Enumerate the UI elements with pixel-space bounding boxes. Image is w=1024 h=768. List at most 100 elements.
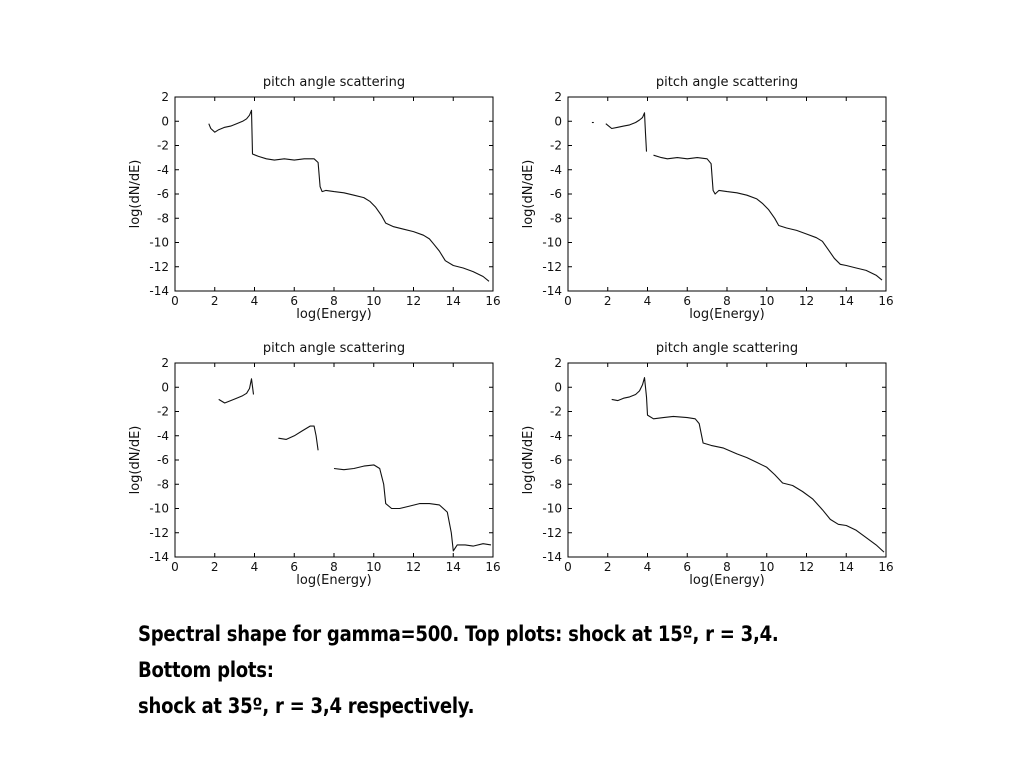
x-tick-label: 8 <box>723 294 731 308</box>
y-tick-label: -14 <box>542 284 562 298</box>
chart-panel-4: pitch angle scattering 0 2 4 6 8 10 12 14 16 2 0 -2 -… <box>521 341 894 588</box>
y-tick-label: -12 <box>542 526 562 540</box>
y-tick-label: -12 <box>149 526 169 540</box>
x-tick-label: 14 <box>446 560 461 574</box>
caption-line-1: Spectral shape for gamma=500. Top plots:… <box>138 622 779 682</box>
x-tick-label: 6 <box>683 560 691 574</box>
plot-frame <box>174 362 494 558</box>
x-tick-label: 14 <box>839 294 854 308</box>
y-axis-label: log(dN/dE) <box>128 160 143 229</box>
x-tick-label: 16 <box>485 560 500 574</box>
spectrum-line-3 <box>653 154 883 281</box>
x-tick-label: 12 <box>406 294 421 308</box>
chart-title: pitch angle scattering <box>656 75 798 90</box>
y-tick-label: -10 <box>149 236 169 250</box>
y-axis-label: log(dN/dE) <box>521 160 536 229</box>
chart-title: pitch angle scattering <box>263 75 405 90</box>
chart-panel-3: pitch angle scattering 0 2 4 6 8 10 12 14 16 2 0 -2 -… <box>128 341 501 588</box>
y-tick-label: -4 <box>550 163 562 177</box>
x-tick-label: 16 <box>485 294 500 308</box>
y-axis-label: log(dN/dE) <box>128 426 143 495</box>
y-tick-label: -14 <box>149 550 169 564</box>
x-tick-label: 16 <box>878 294 893 308</box>
x-tick-label: 2 <box>604 294 612 308</box>
y-tick-label: -6 <box>157 187 169 201</box>
x-tick-label: 10 <box>366 560 381 574</box>
y-tick-label: -8 <box>550 477 562 491</box>
y-tick-label: -8 <box>157 211 169 225</box>
spectrum-line-1 <box>611 377 885 553</box>
x-tick-label: 14 <box>446 294 461 308</box>
y-tick-label: -8 <box>157 477 169 491</box>
y-tick-label: -4 <box>550 429 562 443</box>
y-tick-label: -2 <box>550 139 562 153</box>
y-tick-label: 0 <box>554 380 562 394</box>
x-tick-label: 10 <box>759 560 774 574</box>
y-tick-label: -2 <box>550 405 562 419</box>
y-tick-label: -6 <box>550 453 562 467</box>
x-tick-label: 0 <box>171 294 179 308</box>
x-tick-label: 4 <box>644 294 652 308</box>
plot-frame <box>567 362 887 558</box>
x-tick-label: 4 <box>644 560 652 574</box>
y-tick-label: -4 <box>157 163 169 177</box>
x-axis-label: log(Energy) <box>296 307 371 322</box>
y-tick-label: -4 <box>157 429 169 443</box>
y-tick-label: 2 <box>554 90 562 104</box>
x-tick-label: 2 <box>604 560 612 574</box>
x-tick-label: 12 <box>799 560 814 574</box>
y-tick-label: 2 <box>554 356 562 370</box>
x-tick-label: 8 <box>723 560 731 574</box>
x-tick-label: 10 <box>759 294 774 308</box>
x-axis-label: log(Energy) <box>689 307 764 322</box>
x-tick-label: 6 <box>683 294 691 308</box>
x-tick-label: 16 <box>878 560 893 574</box>
spectrum-line-2 <box>278 425 319 451</box>
x-tick-label: 4 <box>251 294 259 308</box>
y-tick-label: 2 <box>161 356 169 370</box>
x-axis-label: log(Energy) <box>689 573 764 588</box>
x-tick-label: 12 <box>406 560 421 574</box>
x-tick-label: 12 <box>799 294 814 308</box>
y-tick-label: -6 <box>157 453 169 467</box>
x-tick-label: 14 <box>839 560 854 574</box>
caption-line-2: shock at 35º, r = 3,4 respectively. <box>138 694 475 718</box>
x-tick-label: 8 <box>330 560 338 574</box>
chart-panel-2: pitch angle scattering 0 2 4 6 8 10 12 14 16 2 0 -2 -… <box>521 75 894 322</box>
x-tick-label: 2 <box>211 294 219 308</box>
y-tick-label: -12 <box>149 260 169 274</box>
y-tick-label: -14 <box>149 284 169 298</box>
y-tick-label: -14 <box>542 550 562 564</box>
chart-title: pitch angle scattering <box>656 341 798 356</box>
x-tick-label: 0 <box>564 560 572 574</box>
x-tick-label: 2 <box>211 560 219 574</box>
plot-frame <box>174 96 494 292</box>
chart-panel-1: pitch angle scattering 0 2 4 6 8 10 12 14 16 2 0 -2 -… <box>128 75 501 322</box>
y-tick-label: -10 <box>149 502 169 516</box>
x-axis-label: log(Energy) <box>296 573 371 588</box>
y-tick-label: 0 <box>554 114 562 128</box>
spectrum-line-1 <box>218 378 255 404</box>
x-tick-label: 6 <box>290 294 298 308</box>
spectra-figure: pitch angle scattering 0 2 4 6 8 10 12 14 16 2 0 -2 -… <box>128 75 894 588</box>
spectrum-line-3 <box>333 464 492 552</box>
spectrum-line-1 <box>208 109 490 282</box>
x-tick-label: 0 <box>171 560 179 574</box>
y-tick-label: 0 <box>161 380 169 394</box>
y-tick-label: 0 <box>161 114 169 128</box>
figure-caption: Spectral shape for gamma=500. Top plots:… <box>138 616 817 724</box>
spectrum-line-2 <box>605 112 648 152</box>
y-tick-label: -10 <box>542 502 562 516</box>
y-tick-label: -8 <box>550 211 562 225</box>
y-tick-label: -12 <box>542 260 562 274</box>
y-axis-label: log(dN/dE) <box>521 426 536 495</box>
x-tick-label: 0 <box>564 294 572 308</box>
y-tick-label: -2 <box>157 405 169 419</box>
y-tick-label: -2 <box>157 139 169 153</box>
y-tick-label: -6 <box>550 187 562 201</box>
y-tick-label: 2 <box>161 90 169 104</box>
chart-title: pitch angle scattering <box>263 341 405 356</box>
y-tick-label: -10 <box>542 236 562 250</box>
x-tick-label: 8 <box>330 294 338 308</box>
x-tick-label: 4 <box>251 560 259 574</box>
